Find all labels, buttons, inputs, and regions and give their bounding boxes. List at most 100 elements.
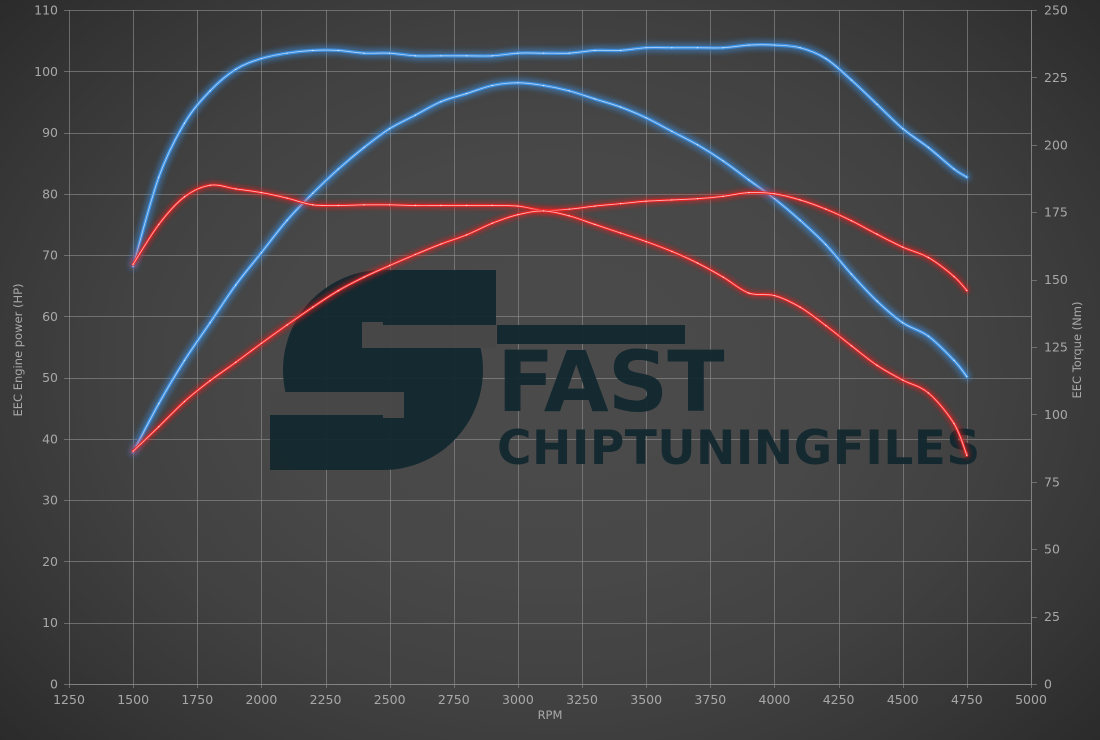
data-point	[696, 144, 699, 146]
data-point	[927, 392, 930, 394]
y-left-tick-label: 100	[34, 64, 58, 79]
data-point	[927, 146, 930, 149]
data-point	[183, 359, 186, 362]
data-point	[388, 264, 391, 267]
data-point	[645, 200, 647, 202]
data-point	[440, 100, 442, 103]
data-point	[966, 454, 968, 457]
data-point	[748, 44, 750, 46]
data-point	[619, 202, 622, 205]
data-point	[491, 222, 493, 224]
data-point	[209, 380, 211, 382]
y-left-tick-label: 10	[42, 615, 58, 630]
data-point	[542, 52, 545, 54]
x-tick-label: 3250	[566, 692, 598, 707]
data-point	[235, 188, 237, 190]
y-left-tick-label: 60	[42, 309, 58, 324]
y-left-tick-label: 110	[34, 3, 58, 18]
series-curves	[130, 41, 970, 458]
data-point	[363, 276, 365, 278]
x-tick-label: 4000	[759, 692, 791, 707]
data-point	[722, 47, 724, 49]
x-tick-label: 4750	[951, 692, 983, 707]
data-point	[235, 361, 237, 364]
data-point	[645, 117, 647, 119]
data-point	[773, 193, 776, 195]
data-point	[388, 127, 391, 130]
x-tick-label: 1750	[181, 692, 213, 707]
x-tick-label: 2250	[310, 692, 342, 707]
data-point	[799, 219, 801, 221]
y-right-tick-label: 250	[1044, 3, 1068, 18]
series-core	[132, 210, 968, 456]
data-point	[183, 196, 186, 198]
data-point	[671, 199, 673, 201]
data-point	[748, 191, 750, 194]
data-point	[132, 263, 134, 265]
data-point	[645, 240, 647, 243]
data-point	[876, 364, 878, 367]
y-axis-right-tick-labels: 0 25 50 75 100 125 150 175 200 225 250	[1044, 3, 1068, 692]
data-point	[388, 52, 391, 54]
data-point	[491, 204, 493, 207]
data-point	[799, 199, 801, 201]
x-tick-label: 1500	[117, 692, 149, 707]
data-point	[927, 256, 930, 259]
data-point	[671, 130, 673, 133]
data-point	[286, 324, 288, 326]
y-right-tick-label: 75	[1044, 474, 1060, 489]
data-point	[966, 375, 968, 378]
data-point	[363, 146, 365, 149]
y-left-tick-label: 90	[42, 125, 58, 140]
x-tick-label: 3500	[630, 692, 662, 707]
series-glow	[131, 182, 969, 293]
y-left-tick-label: 40	[42, 431, 58, 446]
series-core	[132, 184, 968, 292]
data-point	[440, 204, 442, 207]
data-point	[158, 223, 160, 226]
data-point	[440, 243, 442, 245]
y-left-tick-label: 20	[42, 554, 58, 569]
data-point	[517, 205, 519, 207]
data-point	[465, 204, 468, 207]
series-2	[131, 182, 969, 293]
data-point	[594, 205, 596, 207]
data-point	[414, 55, 417, 57]
data-point	[568, 90, 570, 92]
y-right-tick-label: 0	[1044, 677, 1052, 692]
data-point	[773, 198, 776, 200]
data-point	[953, 275, 955, 278]
data-point	[722, 276, 724, 278]
x-tick-label: 3000	[502, 692, 534, 707]
data-point	[966, 289, 968, 292]
data-point	[773, 44, 776, 46]
watermark-bar	[497, 325, 685, 344]
data-point	[825, 243, 827, 246]
data-point	[363, 204, 365, 206]
data-point	[183, 122, 186, 124]
data-point	[953, 168, 955, 170]
data-point	[337, 49, 340, 52]
y-right-tick-label: 150	[1044, 272, 1068, 287]
y-left-tick-label: 70	[42, 248, 58, 263]
series-line	[131, 43, 969, 268]
data-point	[568, 208, 570, 210]
data-point	[696, 198, 699, 200]
x-tick-label: 2000	[245, 692, 277, 707]
x-tick-label: 2500	[374, 692, 406, 707]
data-point	[902, 379, 904, 381]
y-axis-left-tick-labels: 0 10 20 30 40 50 60 70 80 90 100 110	[34, 3, 58, 692]
data-point	[517, 52, 519, 54]
data-point	[953, 422, 955, 425]
data-point	[671, 250, 673, 253]
data-point	[312, 204, 314, 206]
x-tick-label: 1250	[53, 692, 85, 707]
series-line	[131, 183, 969, 293]
data-point	[542, 84, 545, 87]
series-core	[132, 44, 968, 267]
data-point	[902, 322, 904, 324]
data-point	[235, 284, 237, 286]
data-point	[825, 57, 827, 60]
data-point	[260, 251, 263, 254]
